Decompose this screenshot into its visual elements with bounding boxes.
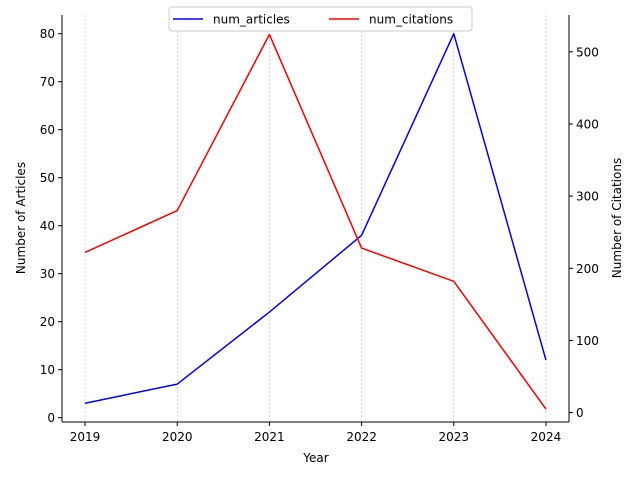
x-tick-label: 2020 <box>162 430 193 444</box>
x-tick-label: 2022 <box>346 430 377 444</box>
left-y-tick-label: 40 <box>40 219 55 233</box>
series-lines <box>84 32 547 410</box>
right-y-tick-label: 400 <box>576 117 599 131</box>
left-y-tick-label: 60 <box>40 123 55 137</box>
x-axis-label: Year <box>302 451 328 465</box>
legend-label-num-articles: num_articles <box>213 13 290 27</box>
series-line-num-articles <box>84 32 547 405</box>
legend-box <box>168 6 473 32</box>
series-line-num-citations <box>84 33 547 410</box>
left-y-tick-label: 50 <box>40 171 55 185</box>
left-y-tick-label: 10 <box>40 363 55 377</box>
x-tick-label: 2021 <box>254 430 285 444</box>
left-y-tick-label: 30 <box>40 267 55 281</box>
left-y-axis-label: Number of Articles <box>14 162 28 274</box>
x-axis-ticks: 2019 2020 2021 2022 2023 2024 <box>70 422 561 444</box>
right-y-tick-label: 300 <box>576 190 599 204</box>
legend: num_articles num_citations <box>168 6 473 32</box>
right-y-tick-label: 0 <box>576 406 584 420</box>
vertical-grid <box>84 15 547 422</box>
right-y-axis-ticks: 0 100 200 300 400 500 <box>569 45 599 420</box>
x-tick-label: 2019 <box>70 430 101 444</box>
x-tick-label: 2023 <box>438 430 469 444</box>
x-tick-label: 2024 <box>531 430 562 444</box>
left-y-axis-ticks: 0 10 20 30 40 50 60 70 80 <box>40 27 62 425</box>
right-y-tick-label: 200 <box>576 262 599 276</box>
right-y-axis-label: Number of Citations <box>610 158 624 278</box>
right-y-tick-label: 100 <box>576 334 599 348</box>
legend-label-num-citations: num_citations <box>369 13 453 27</box>
left-y-tick-label: 20 <box>40 315 55 329</box>
left-y-tick-label: 0 <box>47 411 55 425</box>
left-y-tick-label: 80 <box>40 27 55 41</box>
right-y-tick-label: 500 <box>576 45 599 59</box>
axes <box>61 15 570 423</box>
left-y-tick-label: 70 <box>40 75 55 89</box>
